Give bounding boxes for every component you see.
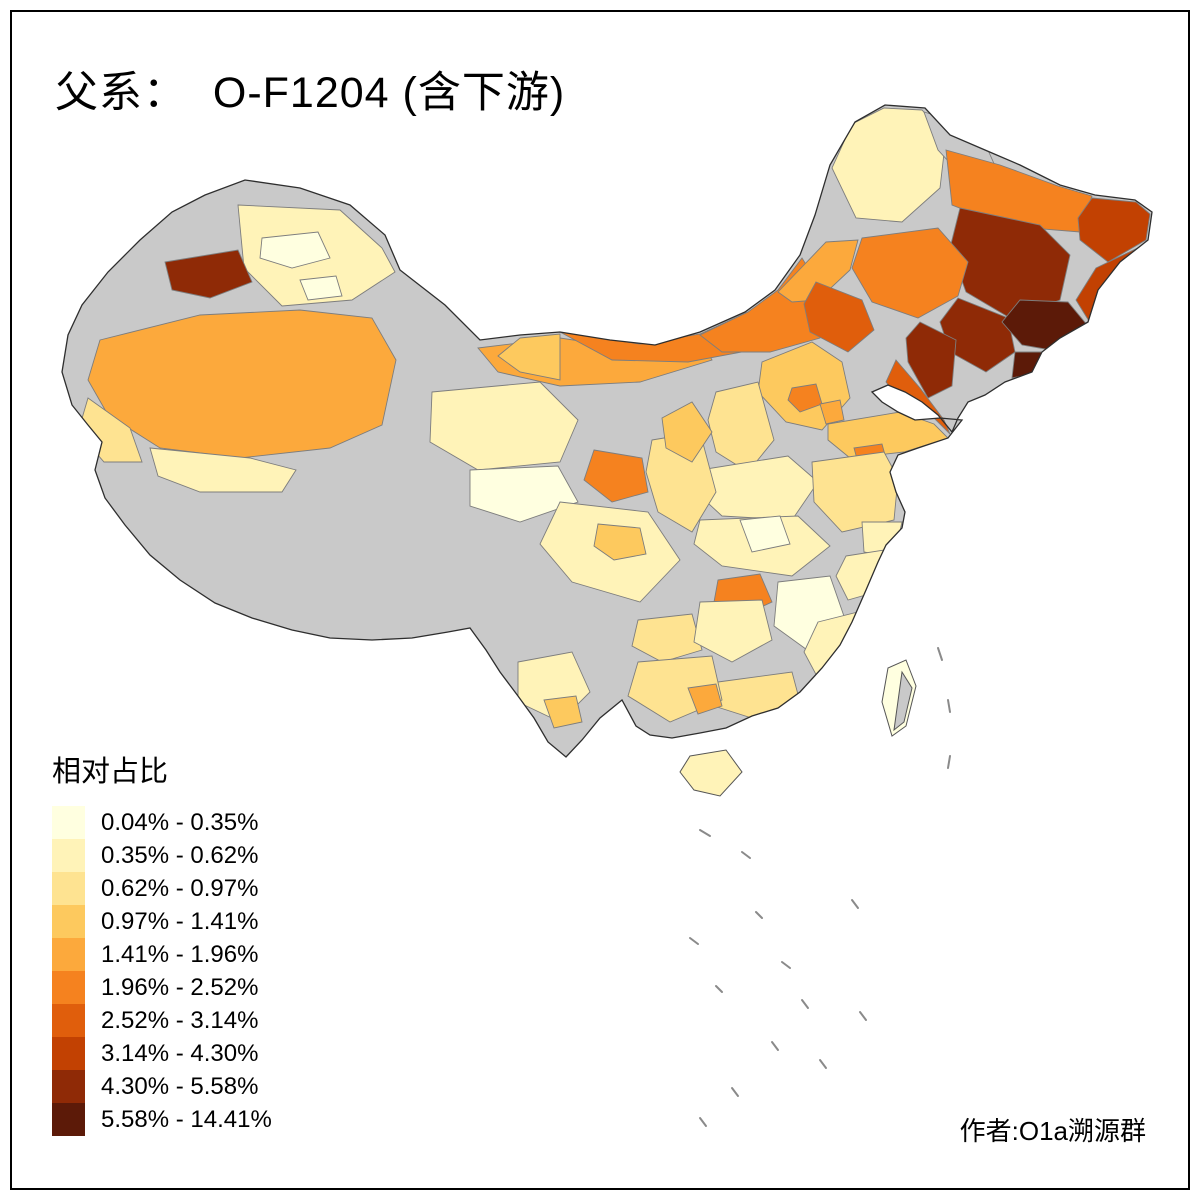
map-region-jiangsu-anhui [811,451,899,533]
south-china-sea-dash [755,911,763,919]
map-island-hainan [679,749,743,797]
map-island-taiwan-east-gray [893,670,913,732]
author-credit: 作者:O1a溯源群 [959,1116,1146,1146]
china-outline [61,104,1153,758]
map-region-ningxia [661,401,713,463]
south-china-sea-dash [801,999,809,1009]
map-region-xinjiang-south-pale [149,447,297,493]
south-china-sea-dash [859,1011,867,1021]
south-china-sea-dash [771,1041,779,1051]
legend-label: 0.97% - 1.41% [101,907,259,935]
legend-swatch [52,971,85,1004]
legend-label: 1.96% - 2.52% [101,973,259,1001]
legend-row: 0.62% - 0.97% [52,872,272,905]
south-china-sea-dash [937,647,943,661]
map-region-tianjin [819,399,845,425]
legend-swatch [52,839,85,872]
legend-swatch [52,1070,85,1103]
map-region-tongliao [851,227,969,319]
map-region-beijing-orange [787,383,823,413]
legend-row: 5.58% - 14.41% [52,1103,272,1136]
legend-swatch [52,872,85,905]
map-region-xinjiang-altay-cream [259,231,331,269]
legend-row: 0.04% - 0.35% [52,806,272,839]
legend-row: 2.52% - 3.14% [52,1004,272,1037]
map-region-chifeng [803,281,875,353]
map-region-ili-dark [164,249,253,299]
map-region-xinjiang-center-orange [87,309,397,459]
south-china-sea-dash [699,1117,707,1127]
legend-row: 3.14% - 4.30% [52,1037,272,1070]
legend-label: 3.14% - 4.30% [101,1039,259,1067]
legend-swatch [52,905,85,938]
legend-label: 0.35% - 0.62% [101,841,259,869]
legend-swatch [52,1103,85,1136]
south-china-sea-dash [781,961,791,969]
legend-swatch [52,938,85,971]
legend-label: 0.04% - 0.35% [101,808,259,836]
legend-row: 0.35% - 0.62% [52,839,272,872]
map-region-qinghai-pale-2 [469,465,579,523]
map-region-alxa-pale-orange [497,333,561,381]
legend-swatch [52,1037,85,1070]
south-china-sea-dash [731,1087,739,1097]
south-china-sea-dash [819,1059,827,1069]
legend: 相对占比 0.04% - 0.35% 0.35% - 0.62% 0.62% -… [52,748,272,1136]
map-region-central-cream [739,515,791,553]
map-region-hunan [693,599,773,663]
map-region-xinjiang-white-patch [299,275,343,301]
south-china-sea-dash [851,899,859,909]
map-region-chengdu [593,523,647,561]
south-china-sea-dash [947,755,951,769]
south-china-sea-dash [947,699,951,713]
legend-label: 5.58% - 14.41% [101,1105,272,1133]
map-region-qinghai-pale [429,381,579,471]
map-region-xilingol [777,239,859,303]
page-title: 父系： O-F1204 (含下游) [55,69,566,117]
south-china-sea-dash [741,851,751,859]
map-region-guizhou [631,613,703,663]
outer-frame [10,10,1190,1190]
map-region-guangxi-orange [687,683,723,715]
legend-row: 1.96% - 2.52% [52,971,272,1004]
legend-label: 2.52% - 3.14% [101,1006,259,1034]
south-china-sea-dash [715,985,723,993]
legend-title: 相对占比 [52,756,169,788]
map-region-heilongjiang-ne [1077,197,1151,263]
legend-swatch [52,1004,85,1037]
legend-swatch [52,806,85,839]
legend-label: 4.30% - 5.58% [101,1072,259,1100]
south-china-sea-dash [699,829,711,837]
legend-row: 1.41% - 1.96% [52,938,272,971]
legend-row: 0.97% - 1.41% [52,905,272,938]
legend-label: 1.41% - 1.96% [101,940,259,968]
map-region-yunnan-amber [543,695,583,729]
legend-row: 4.30% - 5.58% [52,1070,272,1103]
map-region-lanzhou-orange [583,449,649,503]
south-china-sea-dash [689,937,699,945]
legend-label: 0.62% - 0.97% [101,874,259,902]
